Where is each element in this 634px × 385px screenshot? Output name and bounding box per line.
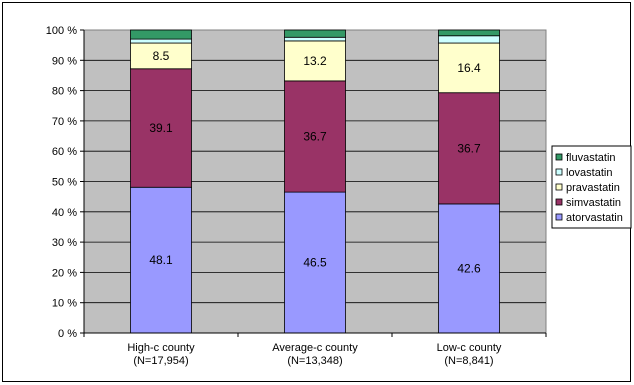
x-category-label: (N=17,954) — [133, 355, 188, 367]
bar-segment-lovastatin[interactable] — [438, 35, 500, 44]
legend-box — [551, 145, 632, 229]
x-category-label: High-c county — [127, 342, 195, 354]
bars: 48.1 39.1 8.5 46.5 36.7 13.2 42.6 36.7 16.4 — [130, 29, 500, 334]
legend-swatch-atorvastatin — [555, 213, 563, 221]
y-tick-label: 40 % — [52, 207, 77, 219]
data-label-pravastatin: 13.2 — [303, 54, 327, 68]
bar-segment-simvastatin[interactable] — [284, 80, 346, 193]
data-label-atorvastatin: 46.5 — [303, 256, 327, 270]
legend-label-simvastatin: simvastatin — [566, 197, 621, 209]
x-category-label: (N=13,348) — [287, 355, 342, 367]
legend-swatch-pravastatin — [555, 183, 563, 191]
legend-swatch-simvastatin — [555, 198, 563, 206]
y-tick-label: 30 % — [52, 237, 77, 249]
bar-segment-lovastatin[interactable] — [130, 38, 192, 44]
bar-segment-atorvastatin[interactable] — [130, 186, 192, 334]
y-tick-label: 60 % — [52, 146, 77, 158]
data-label-simvastatin: 36.7 — [303, 130, 327, 144]
y-axis: 0 % 10 % 20 % 30 % 40 % 50 % 60 % 70 % 80 % 90 % 1… — [46, 25, 85, 340]
bar-segment-simvastatin[interactable] — [438, 92, 500, 205]
y-tick-label: 10 % — [52, 298, 77, 310]
y-tick-label: 100 % — [46, 25, 77, 37]
data-label-pravastatin: 16.4 — [457, 61, 481, 75]
legend-swatch-fluvastatin — [555, 153, 563, 161]
data-label-atorvastatin: 48.1 — [149, 253, 173, 267]
x-axis: High-c county(N=17,954)Average-c county(… — [83, 332, 547, 367]
x-category-label: Average-c county — [272, 342, 358, 354]
bar-segment-pravastatin[interactable] — [284, 40, 346, 82]
legend-swatch-lovastatin — [555, 168, 563, 176]
y-tick-label: 80 % — [52, 86, 77, 98]
y-tick-label: 50 % — [52, 177, 77, 189]
data-label-pravastatin: 8.5 — [153, 49, 170, 63]
bar-segment-fluvastatin[interactable] — [438, 29, 500, 37]
legend-label-atorvastatin: atorvastatin — [566, 212, 623, 224]
x-category-label: Low-c county — [437, 342, 502, 354]
bar-segment-fluvastatin[interactable] — [130, 29, 192, 40]
y-tick-label: 90 % — [52, 55, 77, 67]
y-tick-label: 20 % — [52, 267, 77, 279]
data-label-atorvastatin: 42.6 — [457, 261, 481, 275]
legend-label-fluvastatin: fluvastatin — [566, 152, 616, 164]
bar-segment-fluvastatin[interactable] — [284, 29, 346, 38]
bar-segment-pravastatin[interactable] — [130, 42, 192, 70]
bar-segment-lovastatin[interactable] — [284, 36, 346, 42]
data-label-simvastatin: 39.1 — [149, 121, 173, 135]
x-category-label: (N=8,841) — [444, 355, 493, 367]
bar-segment-atorvastatin[interactable] — [438, 203, 500, 334]
y-tick-label: 70 % — [52, 116, 77, 128]
legend-label-pravastatin: pravastatin — [566, 182, 620, 194]
legend[interactable]: fluvastatin lovastatin pravastatin simvasta… — [551, 145, 632, 229]
y-tick-label: 0 % — [58, 328, 77, 340]
legend-label-lovastatin: lovastatin — [566, 167, 612, 179]
data-label-simvastatin: 36.7 — [457, 141, 481, 155]
